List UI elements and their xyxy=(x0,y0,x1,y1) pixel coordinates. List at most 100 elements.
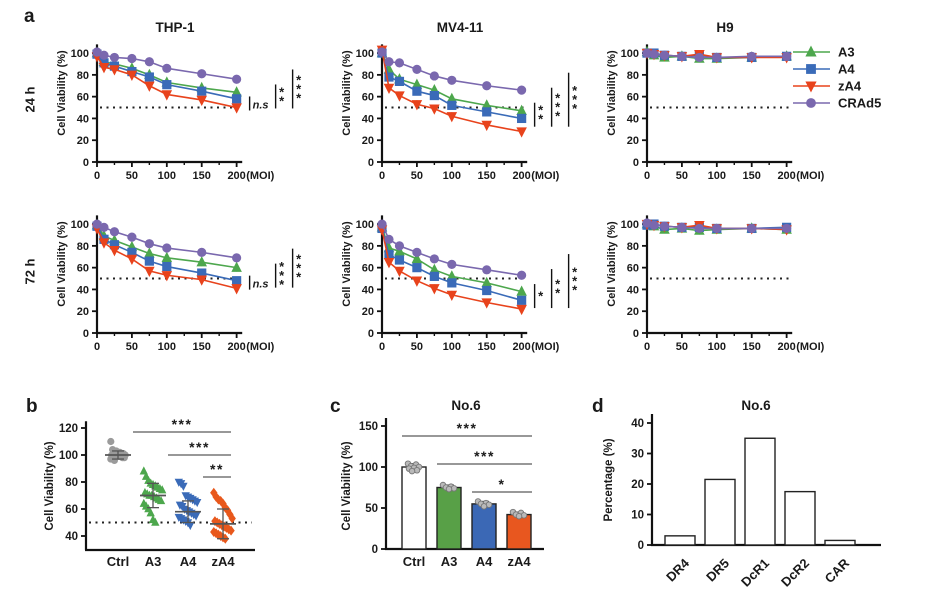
legend-item-A3: A3 xyxy=(793,45,855,60)
circle-marker xyxy=(144,57,154,67)
bar-DcR1 xyxy=(744,437,776,546)
triangle-down-marker xyxy=(98,238,110,249)
y-axis-label: Percentage (%) xyxy=(603,438,615,521)
svg-text:40: 40 xyxy=(362,284,374,296)
svg-text:*: * xyxy=(296,72,302,87)
svg-text:50: 50 xyxy=(411,341,423,353)
svg-text:0: 0 xyxy=(379,341,385,353)
chart-title: MV4-11 xyxy=(437,20,484,35)
significance-line: *** xyxy=(402,420,532,437)
line-chart-svg: 0 20 40 60 80 100 0 50 100 150 200 (MOI) Cell Viabil… xyxy=(56,215,302,353)
circle-marker xyxy=(197,69,207,79)
triangle-down-marker xyxy=(481,120,492,132)
svg-text:0: 0 xyxy=(94,341,100,353)
triangle-down-marker xyxy=(196,275,207,286)
svg-text:50: 50 xyxy=(126,170,138,182)
triangle-down-marker xyxy=(126,254,138,266)
circle-marker xyxy=(107,437,115,446)
y-axis-label: Cell Viability (%) xyxy=(341,50,353,136)
group-A3 xyxy=(139,466,167,526)
svg-text:150: 150 xyxy=(478,341,496,353)
square-marker xyxy=(162,80,172,90)
svg-text:60: 60 xyxy=(362,92,374,104)
svg-text:0: 0 xyxy=(368,328,374,340)
significance-line: *** xyxy=(437,448,532,465)
triangle-down-marker xyxy=(394,91,405,102)
series-zA4 xyxy=(376,225,527,316)
bar-DcR2 xyxy=(784,490,816,546)
svg-text:150: 150 xyxy=(359,421,378,433)
svg-text:200: 200 xyxy=(227,170,245,182)
triangle-down-marker xyxy=(516,304,527,316)
circle-marker xyxy=(694,223,704,234)
svg-text:***: *** xyxy=(457,420,478,436)
circle-marker xyxy=(482,81,492,91)
circle-marker xyxy=(384,57,394,67)
legend-item-zA4: zA4 xyxy=(793,79,862,94)
panel-c-label: c xyxy=(330,396,341,417)
svg-text:150: 150 xyxy=(478,170,496,182)
circle-marker xyxy=(806,98,816,108)
legend-label: A3 xyxy=(838,45,855,60)
triangle-down-marker xyxy=(109,65,120,76)
circle-marker xyxy=(144,239,154,249)
legend-item-CRAd5: CRAd5 xyxy=(793,96,881,111)
svg-text:60: 60 xyxy=(627,263,639,275)
svg-text:50: 50 xyxy=(676,341,688,353)
category-label: A3 xyxy=(441,554,458,569)
svg-text:150: 150 xyxy=(743,341,761,353)
significance-line: *** xyxy=(168,439,231,456)
significance-brackets: ******** xyxy=(533,72,578,127)
bar-chart-svg: No.6 0 10 20 30 40 Percentage (%) DR4 DR5 DcR1 DcR… xyxy=(603,398,881,590)
svg-text:40: 40 xyxy=(627,284,639,296)
svg-text:100: 100 xyxy=(356,219,374,231)
chart-title: THP-1 xyxy=(155,20,194,35)
triangle-down-marker xyxy=(144,81,155,92)
svg-text:80: 80 xyxy=(77,70,89,82)
svg-text:100: 100 xyxy=(158,341,176,353)
svg-text:*: * xyxy=(572,283,578,298)
triangle-down-marker xyxy=(446,112,458,123)
svg-text:40: 40 xyxy=(362,113,374,125)
circle-marker xyxy=(659,221,670,231)
svg-text:0: 0 xyxy=(644,341,650,353)
chart-title: No.6 xyxy=(451,398,481,413)
bar-A3 xyxy=(436,481,462,550)
series-zA4 xyxy=(376,45,527,138)
svg-text:*: * xyxy=(538,103,544,118)
svg-text:40: 40 xyxy=(77,284,89,296)
circle-marker xyxy=(110,456,119,465)
square-marker xyxy=(232,276,242,286)
axes xyxy=(377,44,528,167)
svg-text:50: 50 xyxy=(126,341,138,353)
svg-text:100: 100 xyxy=(158,170,176,182)
svg-text:n.s: n.s xyxy=(253,279,269,291)
diamond-marker xyxy=(227,525,235,536)
svg-text:100: 100 xyxy=(443,341,461,353)
axes xyxy=(92,215,243,338)
svg-text:100: 100 xyxy=(708,341,726,353)
chart-thp1-24h: THP-1 0 20 40 60 80 100 0 50 100 150 200 (MOI) Cell V… xyxy=(53,20,353,205)
svg-text:20: 20 xyxy=(631,479,644,491)
category-label: A3 xyxy=(145,554,162,569)
triangle-down-marker xyxy=(446,290,458,302)
svg-text:20: 20 xyxy=(362,135,374,147)
svg-text:150: 150 xyxy=(743,170,761,182)
bar-DR4 xyxy=(664,535,696,546)
x-axis-label: (MOI) xyxy=(531,341,559,353)
line-chart-svg: H9 0 20 40 60 80 100 0 50 100 150 200 (MOI) Cell Viab… xyxy=(606,20,825,182)
circle-marker xyxy=(394,58,405,68)
circle-marker xyxy=(232,253,242,263)
triangle-up-marker xyxy=(139,466,148,475)
svg-text:*: * xyxy=(279,268,285,283)
svg-text:200: 200 xyxy=(777,170,795,182)
series-CRAd5 xyxy=(642,218,792,234)
triangle-down-marker xyxy=(109,246,120,257)
panel-a-label: a xyxy=(24,6,35,27)
svg-text:0: 0 xyxy=(633,328,639,340)
square-marker xyxy=(429,90,439,101)
triangle-down-marker xyxy=(516,127,527,138)
bar-zA4 xyxy=(506,508,532,550)
triangle-down-marker xyxy=(411,276,423,287)
